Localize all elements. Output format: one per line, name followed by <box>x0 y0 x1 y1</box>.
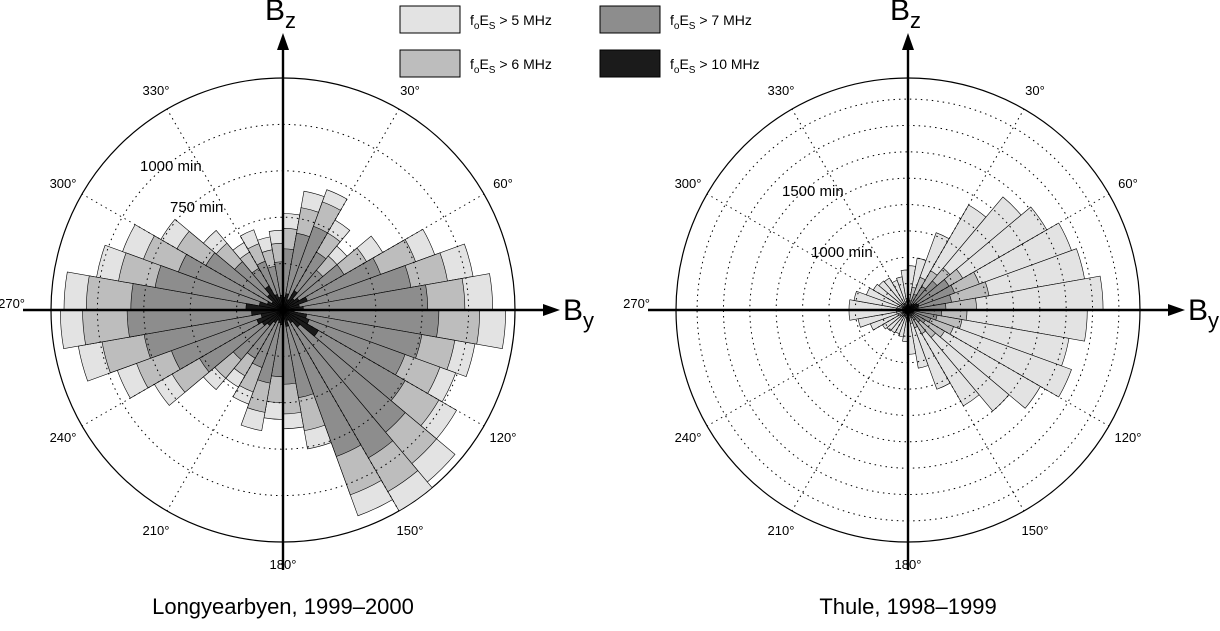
bin-sector <box>907 309 951 390</box>
series-3 <box>245 285 319 337</box>
grid-spoke <box>907 309 1025 512</box>
grid-spoke <box>907 193 1110 311</box>
polar-plot-thule: Bz By 30° 60° 120° 150° 180° 210° 240° 270° 300° 33… <box>623 0 1219 572</box>
grid-spoke <box>166 309 284 512</box>
by-arrowhead <box>543 304 560 316</box>
angle-label: 30° <box>400 83 420 98</box>
angle-label: 30° <box>1025 83 1045 98</box>
ring-value-label: 1500 min <box>782 183 844 200</box>
angle-label: 60° <box>1118 176 1138 191</box>
legend: foES > 5 MHz foES > 7 MHz foES > 6 MHz f… <box>399 5 760 78</box>
grid-spoke <box>706 193 909 311</box>
bin-sector <box>154 265 284 311</box>
legend-label-7mhz: foES > 7 MHz <box>670 12 752 32</box>
bin-sector <box>878 280 909 311</box>
angle-label: 330° <box>768 83 795 98</box>
bz-axis-label: Bz <box>890 0 921 33</box>
grid-spoke <box>282 108 400 311</box>
angle-label: 270° <box>0 296 25 311</box>
legend-label-6mhz: foES > 6 MHz <box>470 56 552 76</box>
grid-spoke <box>81 309 284 427</box>
grid-spoke <box>907 309 1110 427</box>
legend-label-10mhz: foES > 10 MHz <box>670 56 760 76</box>
angle-label: 120° <box>1115 430 1142 445</box>
legend-swatch-10mhz <box>599 49 661 78</box>
angle-label: 300° <box>675 176 702 191</box>
angle-label: 210° <box>143 523 170 538</box>
bin-sector <box>872 283 909 311</box>
bin-sector <box>883 277 909 311</box>
bz-arrowhead <box>277 33 289 50</box>
angle-label: 150° <box>397 523 424 538</box>
bin-sector <box>282 309 319 337</box>
bin-sector <box>907 309 926 324</box>
legend-swatch-5mhz <box>399 5 461 34</box>
grid-spoke <box>282 309 400 512</box>
grid-spoke <box>282 193 485 311</box>
by-arrowhead <box>1168 304 1185 316</box>
grid-spoke <box>81 193 284 311</box>
bz-axis-label: Bz <box>265 0 296 33</box>
bin-sector <box>282 309 290 327</box>
legend-label-5mhz: foES > 5 MHz <box>470 12 552 32</box>
grid-spoke <box>791 108 909 311</box>
angle-label: 60° <box>493 176 513 191</box>
by-axis-label: By <box>563 294 594 333</box>
bin-sector <box>282 309 293 324</box>
polar-plot-longyearbyen: Bz By 30° 60° 120° 150° 180° 210° 240° 270° 300° 33… <box>0 0 594 572</box>
ring-value-label: 1000 min <box>140 158 202 175</box>
grid-spoke <box>166 108 284 311</box>
grid-spoke <box>706 309 909 427</box>
bin-sector <box>282 309 314 399</box>
angle-label: 240° <box>675 430 702 445</box>
bin-sector <box>282 309 301 328</box>
by-axis-label: By <box>1188 294 1219 333</box>
angle-label: 120° <box>490 430 517 445</box>
angle-label: 180° <box>895 557 922 572</box>
bz-arrowhead <box>902 33 914 50</box>
ring-value-label: 750 min <box>170 199 223 216</box>
bin-sector <box>907 309 921 323</box>
series-2 <box>126 225 440 459</box>
angle-label: 210° <box>768 523 795 538</box>
grid-spoke <box>791 309 909 512</box>
bin-sector <box>282 309 362 457</box>
ring-value-label: 1000 min <box>811 244 873 261</box>
angle-label: 240° <box>50 430 77 445</box>
angle-label: 300° <box>50 176 77 191</box>
angle-label: 330° <box>143 83 170 98</box>
angle-label: 180° <box>270 557 297 572</box>
legend-swatch-6mhz <box>399 49 461 78</box>
bin-sector <box>282 309 423 359</box>
legend-swatch-7mhz <box>599 5 661 34</box>
angle-label: 150° <box>1022 523 1049 538</box>
grid-spoke <box>907 108 1025 311</box>
angle-label: 270° <box>623 296 650 311</box>
caption-longyearbyen: Longyearbyen, 1999–2000 <box>152 594 414 619</box>
grid-spoke <box>282 309 485 427</box>
caption-thule: Thule, 1998–1999 <box>819 594 996 619</box>
